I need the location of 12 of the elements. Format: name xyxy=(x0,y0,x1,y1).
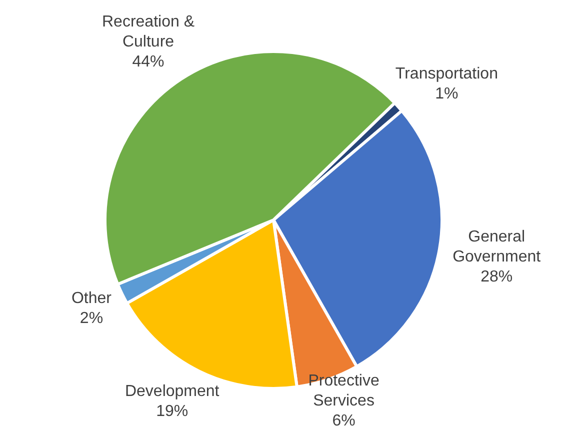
data-label: 44% xyxy=(132,54,164,71)
data-label: 6% xyxy=(332,412,356,430)
slice-label: Protective Services xyxy=(308,372,380,410)
data-label: 19% xyxy=(156,403,188,420)
slice-label: Transportation xyxy=(395,65,498,82)
data-label: 1% xyxy=(435,85,458,102)
data-label: 28% xyxy=(480,268,513,286)
slice-label: General Government xyxy=(452,228,542,266)
slice-label: Other xyxy=(71,290,112,308)
slice-label: Recreation & Culture xyxy=(102,14,195,51)
data-label: 2% xyxy=(80,310,104,328)
slice-label: Development xyxy=(124,383,220,400)
